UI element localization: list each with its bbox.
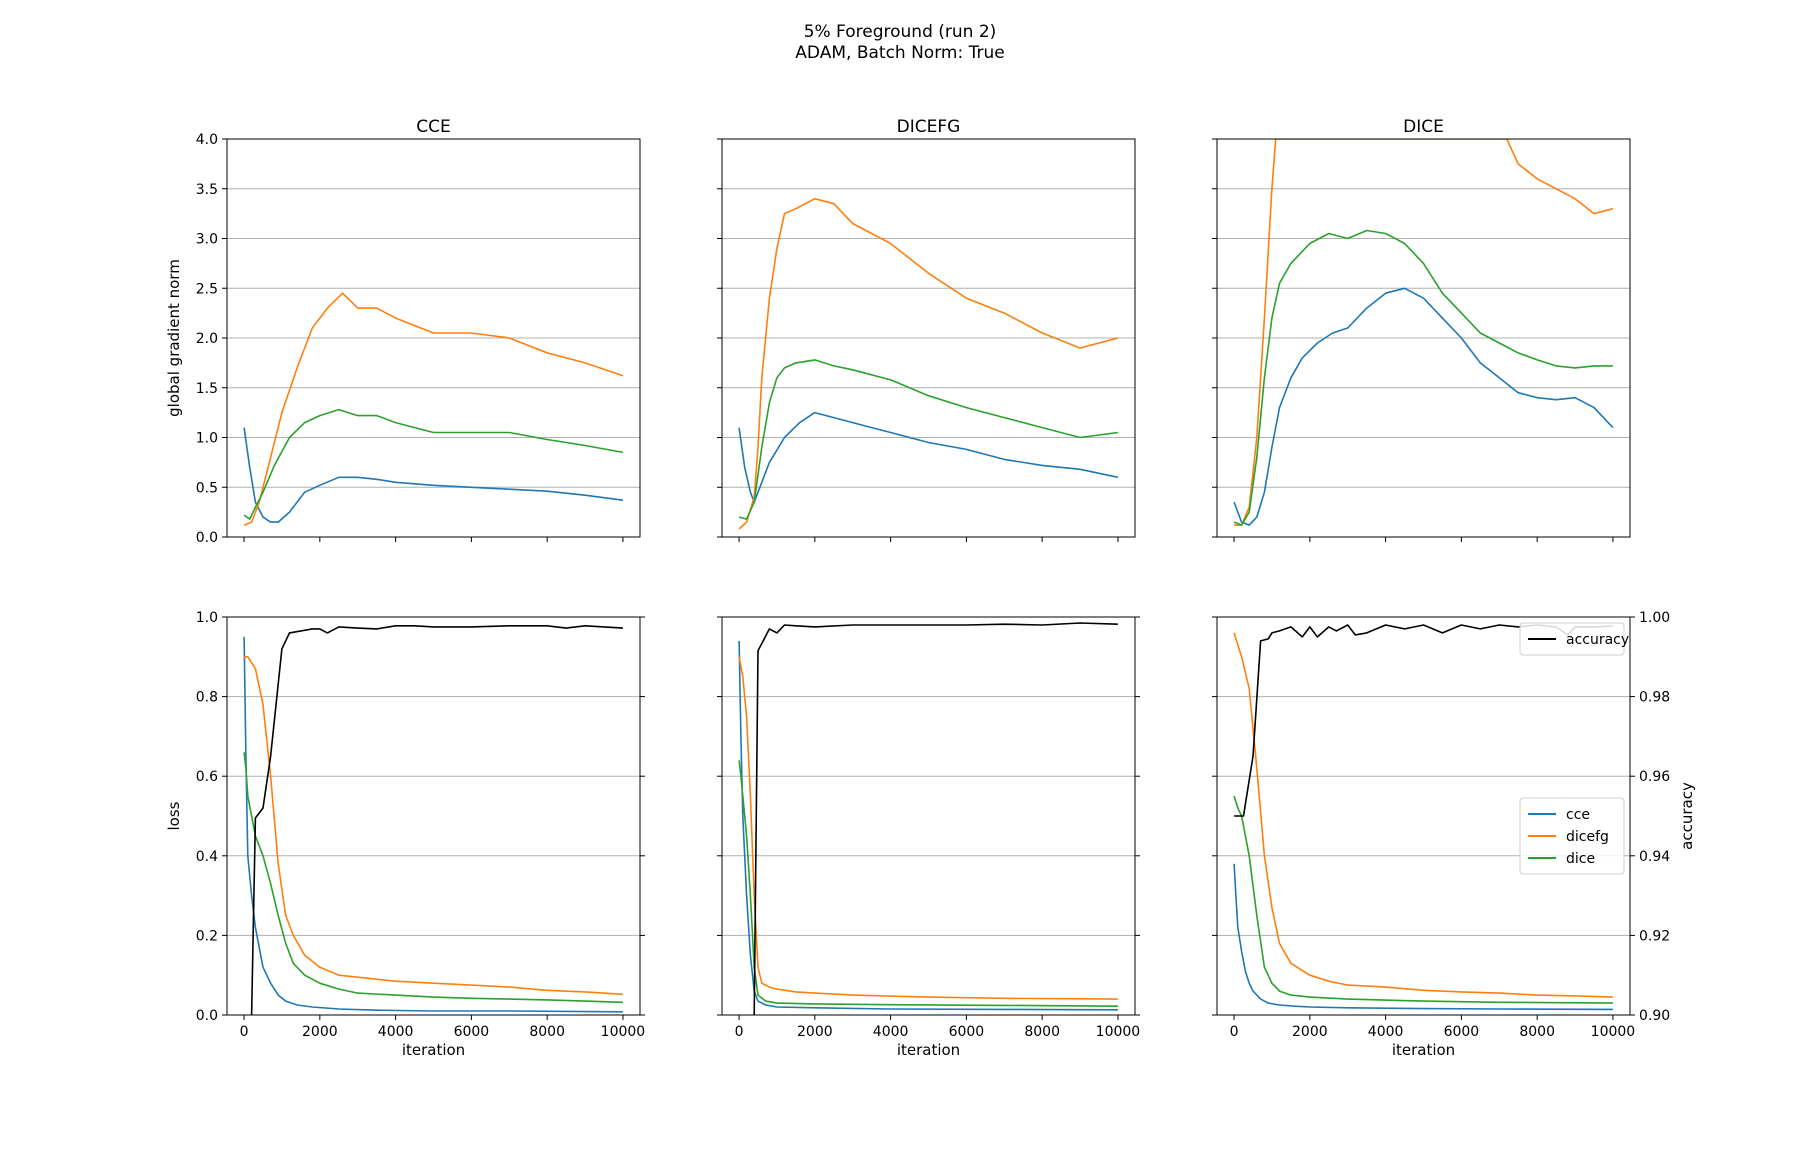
legend-top-right: accuracy — [1520, 623, 1629, 655]
legend-label-cce: cce — [1566, 807, 1590, 823]
figure-suptitle: 5% Foreground (run 2) — [804, 22, 997, 42]
x-tick-label: 4000 — [1368, 1024, 1404, 1040]
legend-center-right: cce dicefg dice — [1520, 798, 1624, 874]
y2-tick-label: 0.96 — [1639, 769, 1670, 785]
y-tick-label: 0.6 — [196, 769, 218, 785]
x-tick-label: 4000 — [873, 1024, 909, 1040]
legend-label-accuracy: accuracy — [1566, 632, 1629, 648]
y-tick-label: 4.0 — [196, 132, 218, 148]
x-tick-label: 8000 — [529, 1024, 565, 1040]
y2-tick-label: 0.94 — [1639, 849, 1670, 865]
y-tick-label: 1.0 — [196, 610, 218, 626]
y-tick-label: 1.5 — [196, 381, 218, 397]
y-tick-label: 0.5 — [196, 480, 218, 496]
x-tick-label: 10000 — [1096, 1024, 1141, 1040]
y-tick-label: 0.2 — [196, 928, 218, 944]
y2-tick-label: 0.90 — [1639, 1008, 1670, 1024]
y-tick-label: 3.0 — [196, 232, 218, 248]
y2-tick-label: 0.98 — [1639, 690, 1670, 706]
y-tick-label: 1.0 — [196, 431, 218, 447]
y-axis-label: global gradient norm — [165, 259, 183, 417]
subplot-title: CCE — [416, 117, 450, 137]
x-tick-label: 10000 — [601, 1024, 646, 1040]
y-tick-label: 2.5 — [196, 281, 218, 297]
x-tick-label: 2000 — [797, 1024, 833, 1040]
y-tick-label: 0.0 — [196, 1008, 218, 1024]
y-tick-label: 0.8 — [196, 690, 218, 706]
x-tick-label: 0 — [1230, 1024, 1239, 1040]
x-tick-label: 2000 — [1292, 1024, 1328, 1040]
x-tick-label: 0 — [240, 1024, 249, 1040]
y-tick-label: 2.0 — [196, 331, 218, 347]
y2-tick-label: 1.00 — [1639, 610, 1670, 626]
x-tick-label: 6000 — [949, 1024, 985, 1040]
x-tick-label: 6000 — [1444, 1024, 1480, 1040]
y-tick-label: 0.0 — [196, 530, 218, 546]
y-tick-label: 0.4 — [196, 849, 218, 865]
y2-axis-label: accuracy — [1678, 782, 1696, 850]
y-axis-label: loss — [165, 801, 183, 830]
figure-subtitle: ADAM, Batch Norm: True — [795, 43, 1004, 63]
x-tick-label: 0 — [735, 1024, 744, 1040]
x-axis-label: iteration — [1392, 1041, 1455, 1059]
subplot-title: DICE — [1403, 117, 1444, 137]
y2-tick-label: 0.92 — [1639, 928, 1670, 944]
x-axis-label: iteration — [897, 1041, 960, 1059]
x-tick-label: 8000 — [1024, 1024, 1060, 1040]
subplot-title: DICEFG — [897, 117, 961, 137]
x-tick-label: 8000 — [1519, 1024, 1555, 1040]
y-tick-label: 3.5 — [196, 182, 218, 198]
x-tick-label: 10000 — [1591, 1024, 1636, 1040]
x-tick-label: 2000 — [302, 1024, 338, 1040]
legend-label-dice: dice — [1566, 851, 1595, 867]
legend-label-dicefg: dicefg — [1566, 829, 1609, 845]
x-axis-label: iteration — [402, 1041, 465, 1059]
x-tick-label: 6000 — [454, 1024, 490, 1040]
x-tick-label: 4000 — [378, 1024, 414, 1040]
